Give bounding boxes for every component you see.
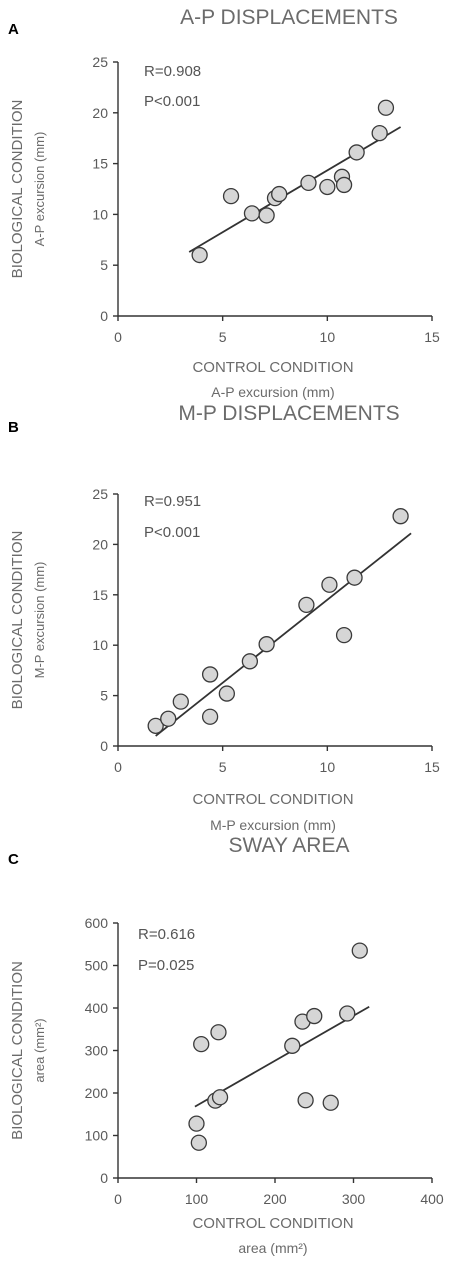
data-point bbox=[322, 1094, 339, 1111]
data-point bbox=[258, 636, 275, 653]
y-tick-label: 25 bbox=[92, 54, 108, 70]
data-point bbox=[298, 596, 315, 614]
panel-letter: B bbox=[8, 419, 19, 436]
x-tick-label: 5 bbox=[219, 329, 227, 345]
stat-r: R=0.908 bbox=[144, 63, 201, 80]
data-point bbox=[339, 1005, 356, 1022]
y-tick-label: 0 bbox=[100, 1170, 108, 1186]
data-point bbox=[300, 174, 317, 192]
regression-line bbox=[188, 126, 402, 253]
data-point bbox=[147, 717, 164, 734]
stat-p: P=0.025 bbox=[138, 957, 194, 974]
x-axis-label: CONTROL CONDITION bbox=[192, 359, 353, 376]
y-tick-label: 20 bbox=[92, 105, 108, 121]
data-point bbox=[241, 653, 259, 670]
y-axis-label: BIOLOGICAL CONDITION bbox=[9, 531, 26, 710]
chart-title: A-P DISPLACEMENTS bbox=[180, 6, 398, 29]
data-point bbox=[218, 685, 236, 702]
x-axis-label: CONTROL CONDITION bbox=[192, 1215, 353, 1232]
y-tick-label: 200 bbox=[85, 1085, 109, 1101]
data-point bbox=[297, 1092, 314, 1109]
regression-line bbox=[155, 532, 412, 737]
y-tick-label: 600 bbox=[85, 915, 109, 931]
panel-letter: A bbox=[8, 21, 19, 38]
y-tick-label: 0 bbox=[100, 738, 108, 754]
x-tick-label: 15 bbox=[424, 759, 440, 775]
data-point bbox=[190, 1134, 208, 1151]
data-point bbox=[172, 693, 189, 710]
data-point bbox=[319, 178, 336, 196]
x-tick-label: 10 bbox=[320, 759, 336, 775]
chart-title: SWAY AREA bbox=[229, 834, 350, 857]
data-point bbox=[210, 1024, 227, 1041]
y-tick-label: 25 bbox=[92, 486, 108, 502]
y-axis-sublabel: area (mm²) bbox=[32, 1018, 47, 1082]
data-point bbox=[201, 666, 219, 683]
x-axis-sublabel: area (mm²) bbox=[238, 1240, 307, 1256]
data-point bbox=[346, 569, 363, 586]
panel-c: C SWAY AREA 0 100 200 300 400 500 600 0 100 200 300 4… bbox=[8, 834, 444, 1256]
y-tick-label: 20 bbox=[92, 536, 108, 552]
x-tick-label: 300 bbox=[342, 1191, 366, 1207]
data-point bbox=[392, 508, 409, 525]
stat-r: R=0.951 bbox=[144, 493, 201, 510]
panel-letter: C bbox=[8, 851, 19, 868]
y-tick-label: 0 bbox=[100, 308, 108, 324]
y-tick-label: 100 bbox=[85, 1128, 109, 1144]
data-point bbox=[211, 1089, 229, 1106]
panel-b: B M-P DISPLACEMENTS 0 5 10 15 20 25 0 5 10 15 CONTRO… bbox=[8, 402, 440, 833]
x-tick-label: 0 bbox=[114, 329, 122, 345]
y-axis-sublabel: M-P excursion (mm) bbox=[32, 562, 47, 679]
data-point bbox=[348, 144, 365, 161]
stat-r: R=0.616 bbox=[138, 926, 195, 943]
data-point bbox=[243, 205, 261, 222]
x-tick-label: 100 bbox=[185, 1191, 209, 1207]
y-tick-label: 5 bbox=[100, 257, 108, 273]
x-tick-label: 200 bbox=[263, 1191, 287, 1207]
stat-p: P<0.001 bbox=[144, 524, 200, 541]
x-tick-label: 400 bbox=[420, 1191, 444, 1207]
data-point bbox=[377, 99, 395, 116]
data-point bbox=[201, 708, 219, 725]
x-tick-label: 10 bbox=[320, 329, 336, 345]
x-tick-label: 15 bbox=[424, 329, 440, 345]
x-axis-label: CONTROL CONDITION bbox=[192, 791, 353, 808]
y-axis-label: BIOLOGICAL CONDITION bbox=[9, 100, 26, 279]
data-point bbox=[188, 1115, 205, 1132]
y-tick-label: 400 bbox=[85, 1000, 109, 1016]
x-tick-label: 0 bbox=[114, 1191, 122, 1207]
x-axis-sublabel: A-P excursion (mm) bbox=[211, 384, 334, 400]
data-point bbox=[271, 185, 288, 203]
data-point bbox=[258, 207, 275, 224]
y-tick-label: 15 bbox=[92, 156, 108, 172]
data-point bbox=[321, 576, 338, 593]
chart-title: M-P DISPLACEMENTS bbox=[178, 402, 399, 425]
data-point bbox=[335, 626, 353, 644]
y-tick-label: 5 bbox=[100, 688, 108, 704]
y-tick-label: 300 bbox=[85, 1043, 109, 1059]
y-axis-sublabel: A-P excursion (mm) bbox=[32, 132, 47, 247]
data-point bbox=[306, 1007, 323, 1025]
y-tick-label: 10 bbox=[92, 637, 108, 653]
panel-a: A A-P DISPLACEMENTS 0 5 10 15 20 25 0 5 10 15 CONTRO… bbox=[8, 6, 440, 400]
regression-line bbox=[194, 1005, 370, 1108]
data-point bbox=[191, 246, 208, 264]
data-point bbox=[284, 1037, 301, 1054]
y-axis-label: BIOLOGICAL CONDITION bbox=[9, 961, 26, 1140]
data-point bbox=[193, 1035, 210, 1053]
x-tick-label: 0 bbox=[114, 759, 122, 775]
x-axis-sublabel: M-P excursion (mm) bbox=[210, 817, 336, 833]
data-point bbox=[371, 124, 388, 142]
data-point bbox=[351, 942, 368, 959]
stat-p: P<0.001 bbox=[144, 93, 200, 110]
data-point bbox=[222, 187, 240, 205]
y-tick-label: 10 bbox=[92, 206, 108, 222]
y-tick-label: 500 bbox=[85, 958, 109, 974]
data-point bbox=[335, 176, 353, 194]
x-tick-label: 5 bbox=[219, 759, 227, 775]
y-tick-label: 15 bbox=[92, 587, 108, 603]
data-point bbox=[160, 710, 177, 727]
